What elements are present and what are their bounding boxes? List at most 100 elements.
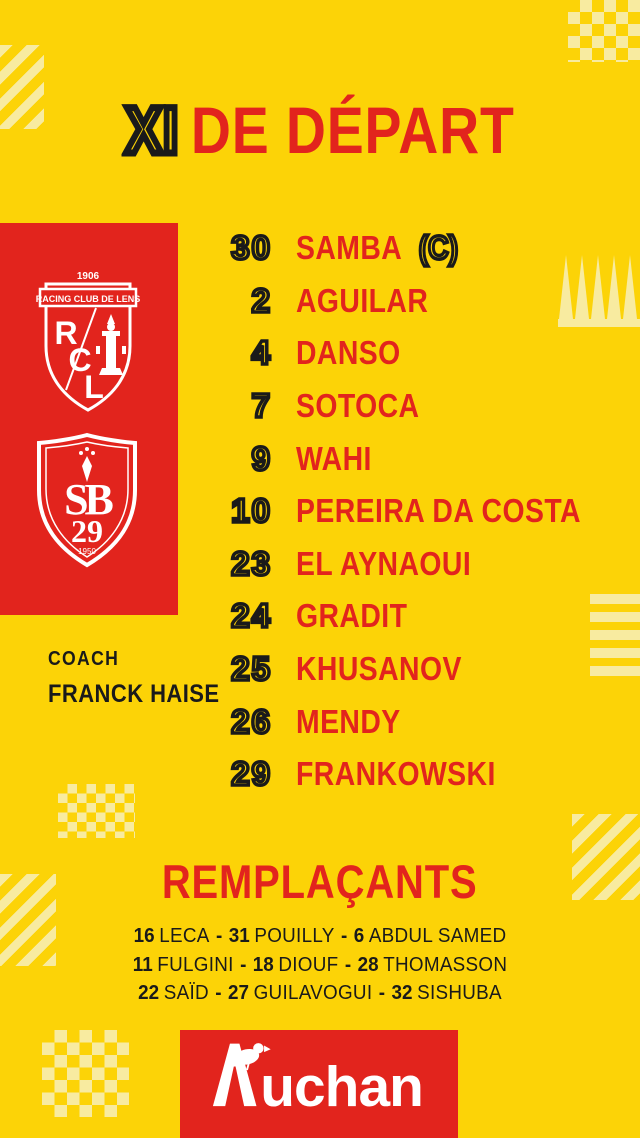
substitute-name: FULGINI — [157, 952, 234, 976]
substitute-number: 16 — [133, 924, 155, 947]
player-number: 10 — [230, 491, 272, 532]
separator: - — [344, 952, 352, 976]
rcl-crest: 1906 RACING CLUB DE LENS R C L — [36, 271, 140, 412]
substitute-number: 27 — [228, 981, 250, 1004]
title-prefix: XI — [122, 90, 181, 171]
player-name: KHUSANOV — [296, 650, 462, 688]
sb29-crest: SB 29 1950 — [37, 432, 137, 568]
player-number: 23 — [230, 543, 272, 584]
coach-block: COACH FRANCK HAISE — [48, 648, 220, 709]
rcl-year: 1906 — [77, 271, 100, 282]
player-name-wrap: KHUSANOV — [296, 650, 462, 688]
player-row: 30 SAMBA (C) — [190, 222, 627, 275]
diagonal-stripes-top-left — [0, 45, 44, 129]
player-row: 25 KHUSANOV — [190, 643, 627, 696]
player-name: AGUILAR — [296, 281, 429, 319]
player-name: WAHI — [296, 439, 372, 477]
player-number: 9 — [250, 438, 272, 479]
sb29-shield-outer — [37, 432, 137, 568]
player-row: 9 WAHI — [190, 432, 627, 485]
player-number: 2 — [250, 280, 272, 321]
substitute-name: DIOUF — [278, 952, 339, 976]
coach-name: FRANCK HAISE — [48, 680, 220, 708]
diagonal-stripes-bottom-left — [0, 874, 56, 966]
player-name: MENDY — [296, 702, 401, 740]
lineup-list: 30 SAMBA (C) 2 AGUILAR 4 DANSO 7 SOTOCA — [190, 222, 627, 801]
rcl-letter-c: C — [68, 342, 91, 378]
diagonal-stripes-bottom-right — [572, 814, 640, 900]
substitute-number: 28 — [357, 952, 379, 976]
player-name-wrap: DANSO — [296, 334, 401, 372]
substitute-name: GUILAVOGUI — [253, 981, 373, 1004]
sb29-shield-inner — [45, 441, 129, 558]
horizontal-bars-pattern-right — [590, 594, 640, 680]
substitute-name: SISHUBA — [417, 981, 502, 1004]
spikes-icon — [558, 255, 640, 327]
separator: - — [215, 981, 222, 1004]
player-number: 24 — [230, 596, 272, 637]
checkerboard-pattern-left-middle — [58, 784, 135, 838]
checkerboard-pattern-bottom-left — [42, 1030, 129, 1117]
substitute-number: 31 — [228, 924, 250, 947]
sponsor-block: uchan — [180, 1030, 458, 1138]
player-name-wrap: GRADIT — [296, 597, 407, 635]
substitute-name: SAÏD — [163, 981, 209, 1004]
player-name: FRANKOWSKI — [296, 755, 496, 793]
rcl-banner — [38, 287, 138, 308]
title-text: DE DÉPART — [191, 93, 515, 167]
substitute-number: 18 — [252, 952, 274, 976]
substitute-line: 22 SAÏD -27 GUILAVOGUI -32 SISHUBA — [26, 979, 615, 1008]
player-row: 24 GRADIT — [190, 590, 627, 643]
separator: - — [240, 952, 247, 976]
player-name-wrap: AGUILAR — [296, 282, 428, 320]
player-name-wrap: PEREIRA DA COSTA — [296, 492, 581, 530]
substitute-number: 6 — [353, 924, 365, 947]
player-row: 26 MENDY — [190, 695, 627, 748]
page-title: XI DE DÉPART — [0, 88, 640, 172]
player-number: 26 — [230, 701, 272, 742]
ermine-icon — [79, 447, 95, 482]
player-name: GRADIT — [296, 597, 408, 635]
player-name-wrap: MENDY — [296, 703, 401, 741]
sb29-number: 29 — [71, 513, 103, 549]
player-row: 23 EL AYNAOUI — [190, 538, 627, 591]
player-name: PEREIRA DA COSTA — [296, 492, 581, 530]
player-row: 29 FRANKOWSKI — [190, 748, 627, 801]
player-number: 4 — [250, 333, 272, 374]
rcl-letter-l: L — [84, 369, 104, 405]
substitutes-heading: REMPLAÇANTS — [162, 855, 478, 908]
player-row: 7 SOTOCA — [190, 380, 627, 433]
player-name-wrap: SOTOCA — [296, 387, 419, 425]
rcl-divider — [65, 307, 97, 391]
substitute-number: 11 — [132, 952, 153, 976]
separator: - — [378, 981, 386, 1004]
separator: - — [216, 924, 223, 947]
player-name-wrap: FRANKOWSKI — [296, 755, 496, 793]
substitute-number: 32 — [391, 981, 413, 1004]
substitute-name: POUILLY — [254, 924, 335, 947]
player-number: 30 — [230, 228, 272, 269]
rcl-letter-r: R — [54, 315, 77, 351]
rcl-shield — [44, 282, 132, 412]
player-name-wrap: EL AYNAOUI — [296, 545, 471, 583]
tower-icon — [96, 314, 126, 375]
player-number: 25 — [230, 648, 272, 689]
substitute-number: 22 — [138, 981, 160, 1004]
player-row: 4 DANSO — [190, 327, 627, 380]
substitute-line: 11 FULGINI -18 DIOUF -28 THOMASSON — [26, 951, 615, 980]
auchan-logo: uchan — [212, 1043, 424, 1108]
substitute-name: THOMASSON — [383, 952, 508, 976]
player-row: 10 PEREIRA DA COSTA — [190, 485, 627, 538]
auchan-wordmark-tail: uchan — [260, 1056, 423, 1108]
player-number: 7 — [250, 385, 272, 426]
bird-icon — [223, 1043, 271, 1071]
substitute-name: LECA — [159, 924, 210, 947]
substitutes-lines: 16 LECA -31 POUILLY -6 ABDUL SAMED 11 FULGINI -1… — [0, 922, 640, 1008]
sb29-initials: SB — [64, 475, 113, 524]
clubs-panel: 1906 RACING CLUB DE LENS R C L — [0, 223, 178, 615]
player-name: SOTOCA — [296, 387, 420, 425]
checkerboard-pattern-top-right — [568, 0, 640, 62]
auchan-a-letter — [212, 1043, 257, 1107]
separator: - — [341, 924, 348, 947]
sb29-year: 1950 — [78, 547, 96, 556]
